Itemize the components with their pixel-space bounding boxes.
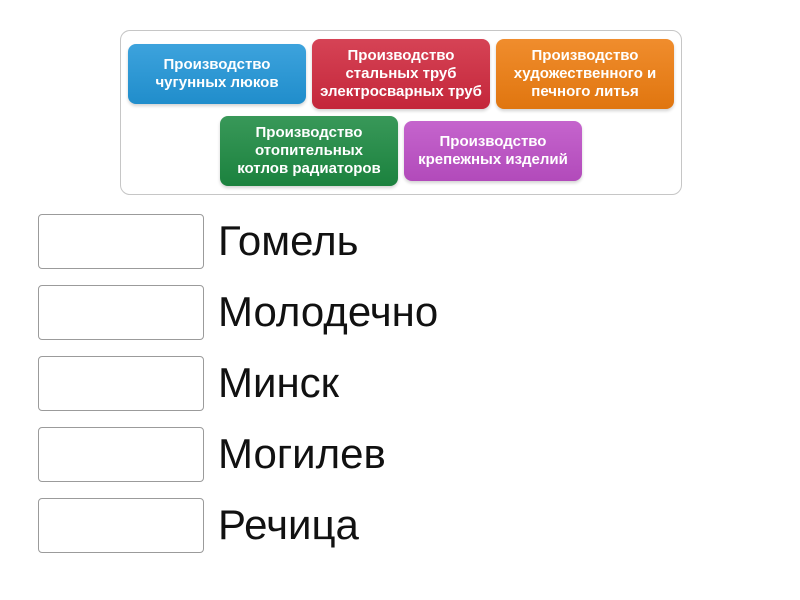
city-label: Речица	[218, 501, 359, 549]
match-row: Минск	[38, 356, 438, 411]
answer-drop-slot[interactable]	[38, 427, 204, 482]
match-list: Гомель Молодечно Минск Могилев Речица	[38, 214, 438, 553]
match-row: Молодечно	[38, 285, 438, 340]
answer-drop-slot[interactable]	[38, 285, 204, 340]
draggable-tile[interactable]: Производство отопительных котлов радиато…	[220, 116, 398, 186]
draggable-tile[interactable]: Производство художественного и печного л…	[496, 39, 674, 109]
answer-drop-slot[interactable]	[38, 214, 204, 269]
match-row: Могилев	[38, 427, 438, 482]
city-label: Гомель	[218, 217, 359, 265]
draggable-tile[interactable]: Производство стальных труб электросварны…	[312, 39, 490, 109]
tile-pool-row-1: Производство чугунных люков Производство…	[128, 39, 674, 109]
draggable-tile[interactable]: Производство крепежных изделий	[404, 121, 582, 181]
answer-drop-slot[interactable]	[38, 498, 204, 553]
match-row: Гомель	[38, 214, 438, 269]
tile-pool: Производство чугунных люков Производство…	[120, 30, 682, 195]
city-label: Минск	[218, 359, 340, 407]
draggable-tile[interactable]: Производство чугунных люков	[128, 44, 306, 104]
city-label: Могилев	[218, 430, 386, 478]
tile-pool-row-2: Производство отопительных котлов радиато…	[220, 116, 582, 186]
city-label: Молодечно	[218, 288, 439, 336]
answer-drop-slot[interactable]	[38, 356, 204, 411]
match-row: Речица	[38, 498, 438, 553]
